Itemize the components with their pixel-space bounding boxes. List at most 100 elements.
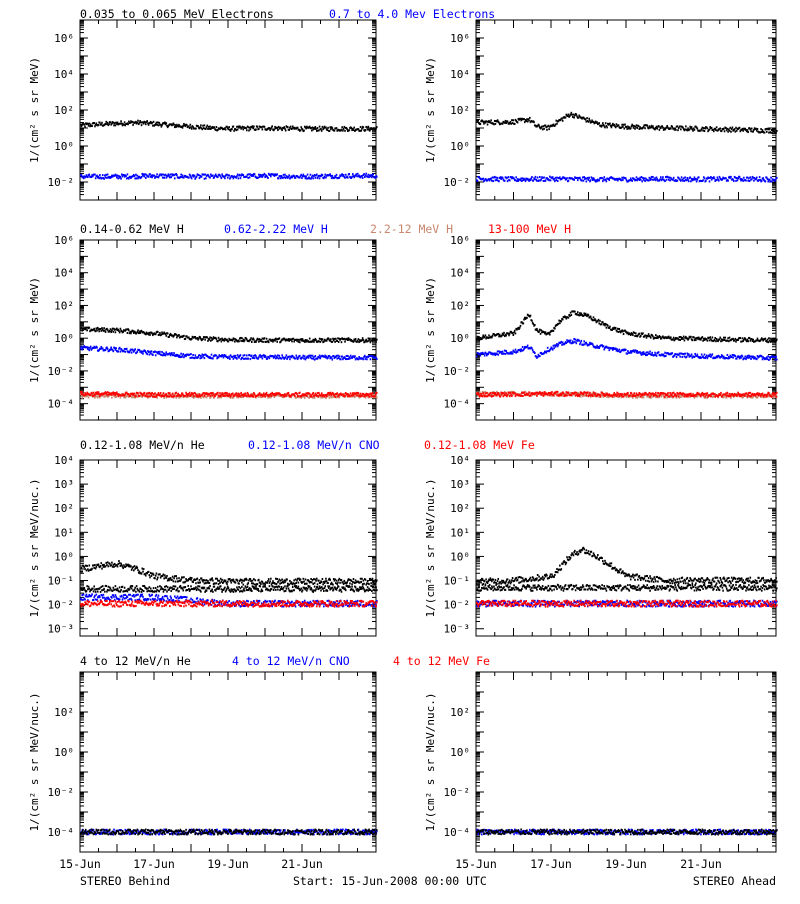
data-point (156, 124, 158, 126)
data-point (636, 124, 638, 126)
data-point (665, 355, 667, 357)
data-point (172, 393, 174, 395)
data-point (126, 348, 128, 350)
data-point (97, 396, 99, 398)
data-point (689, 176, 691, 178)
data-point (332, 338, 334, 340)
data-point (317, 127, 319, 129)
data-point (542, 128, 544, 130)
data-point (586, 342, 588, 344)
data-point (209, 393, 211, 395)
data-point (288, 338, 290, 340)
data-point (205, 177, 207, 179)
data-point (761, 180, 763, 182)
data-point (559, 176, 561, 178)
data-point (231, 128, 233, 130)
data-point (173, 352, 175, 354)
data-point (175, 126, 177, 128)
data-point (180, 353, 182, 355)
data-point (634, 125, 636, 127)
data-point (612, 349, 614, 351)
data-point (618, 331, 620, 333)
data-point (279, 337, 281, 339)
data-point (595, 319, 597, 321)
data-point (732, 126, 734, 128)
data-point (723, 128, 725, 130)
data-point (687, 129, 689, 131)
data-point (239, 174, 241, 176)
data-point (527, 121, 529, 123)
data-point (237, 395, 239, 397)
data-point (334, 130, 336, 132)
data-point (149, 332, 151, 334)
data-point (262, 338, 264, 340)
data-point (641, 176, 643, 178)
data-point (693, 179, 695, 181)
data-point (583, 315, 585, 317)
data-point (543, 128, 545, 130)
data-point (291, 128, 293, 130)
data-point (278, 357, 280, 359)
data-point (586, 121, 588, 123)
data-point (483, 123, 485, 125)
data-point (621, 177, 623, 179)
data-point (617, 328, 619, 330)
data-point (107, 348, 109, 350)
data-point (585, 177, 587, 179)
data-point (680, 128, 682, 130)
data-point (691, 126, 693, 128)
data-point (189, 124, 191, 126)
data-point (775, 132, 777, 134)
data-point (158, 122, 160, 124)
data-point (318, 129, 320, 131)
data-point (287, 126, 289, 128)
data-point (149, 351, 151, 353)
data-point (136, 177, 138, 179)
data-point (662, 176, 664, 178)
data-point (103, 330, 105, 332)
data-point (344, 338, 346, 340)
data-point (477, 180, 479, 182)
data-point (747, 340, 749, 342)
data-point (307, 357, 309, 359)
data-point (299, 355, 301, 357)
data-point (318, 357, 320, 359)
data-point (358, 392, 360, 394)
data-point (736, 130, 738, 132)
data-point (367, 176, 369, 178)
data-point (354, 396, 356, 398)
data-point (199, 357, 201, 359)
data-point (275, 357, 277, 359)
data-point (218, 395, 220, 397)
data-point (648, 333, 650, 335)
data-point (237, 129, 239, 131)
data-point (508, 334, 510, 336)
data-point (252, 125, 254, 127)
data-point (141, 124, 143, 126)
data-point (566, 177, 568, 179)
data-point (608, 349, 610, 351)
data-point (496, 353, 498, 355)
data-point (517, 121, 519, 123)
data-point (182, 127, 184, 129)
data-point (771, 180, 773, 182)
data-point (94, 174, 96, 176)
data-point (322, 338, 324, 340)
data-point (573, 342, 575, 344)
data-point (180, 395, 182, 397)
data-point (211, 354, 213, 356)
data-point (190, 353, 192, 355)
data-point (295, 396, 297, 398)
data-point (515, 179, 517, 181)
data-point (127, 332, 129, 334)
data-point (314, 359, 316, 361)
data-point (491, 180, 493, 182)
data-point (751, 128, 753, 130)
data-point (656, 128, 658, 130)
data-point (93, 392, 95, 394)
data-point (556, 177, 558, 179)
data-point (247, 394, 249, 396)
data-point (375, 339, 377, 341)
data-point (512, 332, 514, 334)
